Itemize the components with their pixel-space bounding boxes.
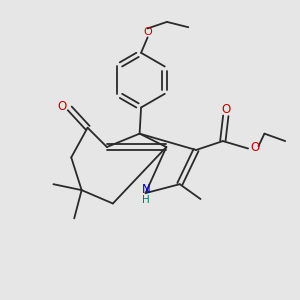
Text: O: O xyxy=(144,27,153,37)
Text: O: O xyxy=(58,100,67,113)
Text: N: N xyxy=(142,183,150,196)
Text: O: O xyxy=(250,140,259,154)
Text: H: H xyxy=(142,195,150,205)
Text: O: O xyxy=(222,103,231,116)
